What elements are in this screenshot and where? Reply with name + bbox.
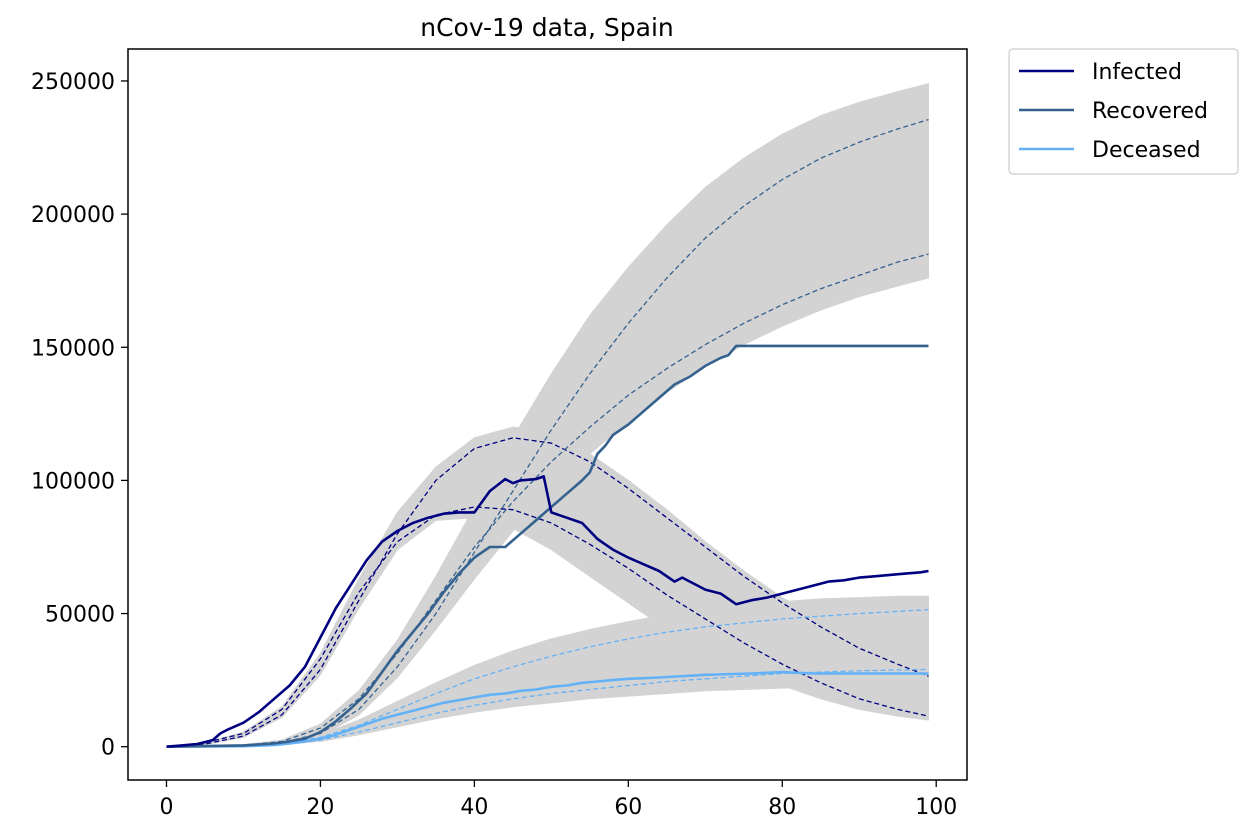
y-tick-label: 200000: [31, 203, 115, 228]
x-tick-label: 80: [768, 795, 796, 820]
model-curve-recovered-2: [166, 118, 929, 748]
x-tick-label: 60: [614, 795, 642, 820]
x-tick-label: 0: [159, 795, 173, 820]
y-tick-label: 150000: [31, 336, 115, 361]
legend: Infected Recovered Deceased: [1008, 48, 1239, 175]
legend-label-recovered: Recovered: [1092, 99, 1208, 124]
y-tick-label: 250000: [31, 70, 115, 95]
x-tick-label: 20: [306, 795, 334, 820]
y-tick-label: 0: [101, 736, 115, 761]
plot-frame: [127, 48, 968, 781]
x-axis-ticks: 0 20 40 60 80 100: [159, 780, 957, 820]
ensemble-band-recovered: [166, 82, 929, 748]
model-curves: [166, 118, 929, 748]
model-curve-infected-1: [166, 506, 929, 748]
legend-label-deceased: Deceased: [1092, 138, 1201, 163]
series-line-infected: [166, 475, 929, 748]
legend-label-infected: Infected: [1092, 60, 1182, 85]
ensemble-band-deceased: [166, 595, 929, 748]
legend-frame: [1008, 48, 1239, 175]
y-tick-label: 50000: [45, 603, 115, 628]
y-tick-label: 100000: [31, 469, 115, 494]
model-curve-recovered-1: [166, 253, 929, 748]
series-line-deceased: [166, 670, 929, 748]
chart-title: nCov-19 data, Spain: [420, 13, 674, 42]
x-tick-label: 40: [460, 795, 488, 820]
model-curve-deceased-1: [166, 668, 929, 748]
x-tick-label: 100: [915, 795, 957, 820]
data-series: [166, 344, 929, 748]
y-axis-ticks: 0 50000 100000 150000 200000 250000: [31, 70, 128, 761]
model-curve-deceased-2: [166, 608, 929, 748]
model-curve-infected-2: [166, 437, 929, 748]
